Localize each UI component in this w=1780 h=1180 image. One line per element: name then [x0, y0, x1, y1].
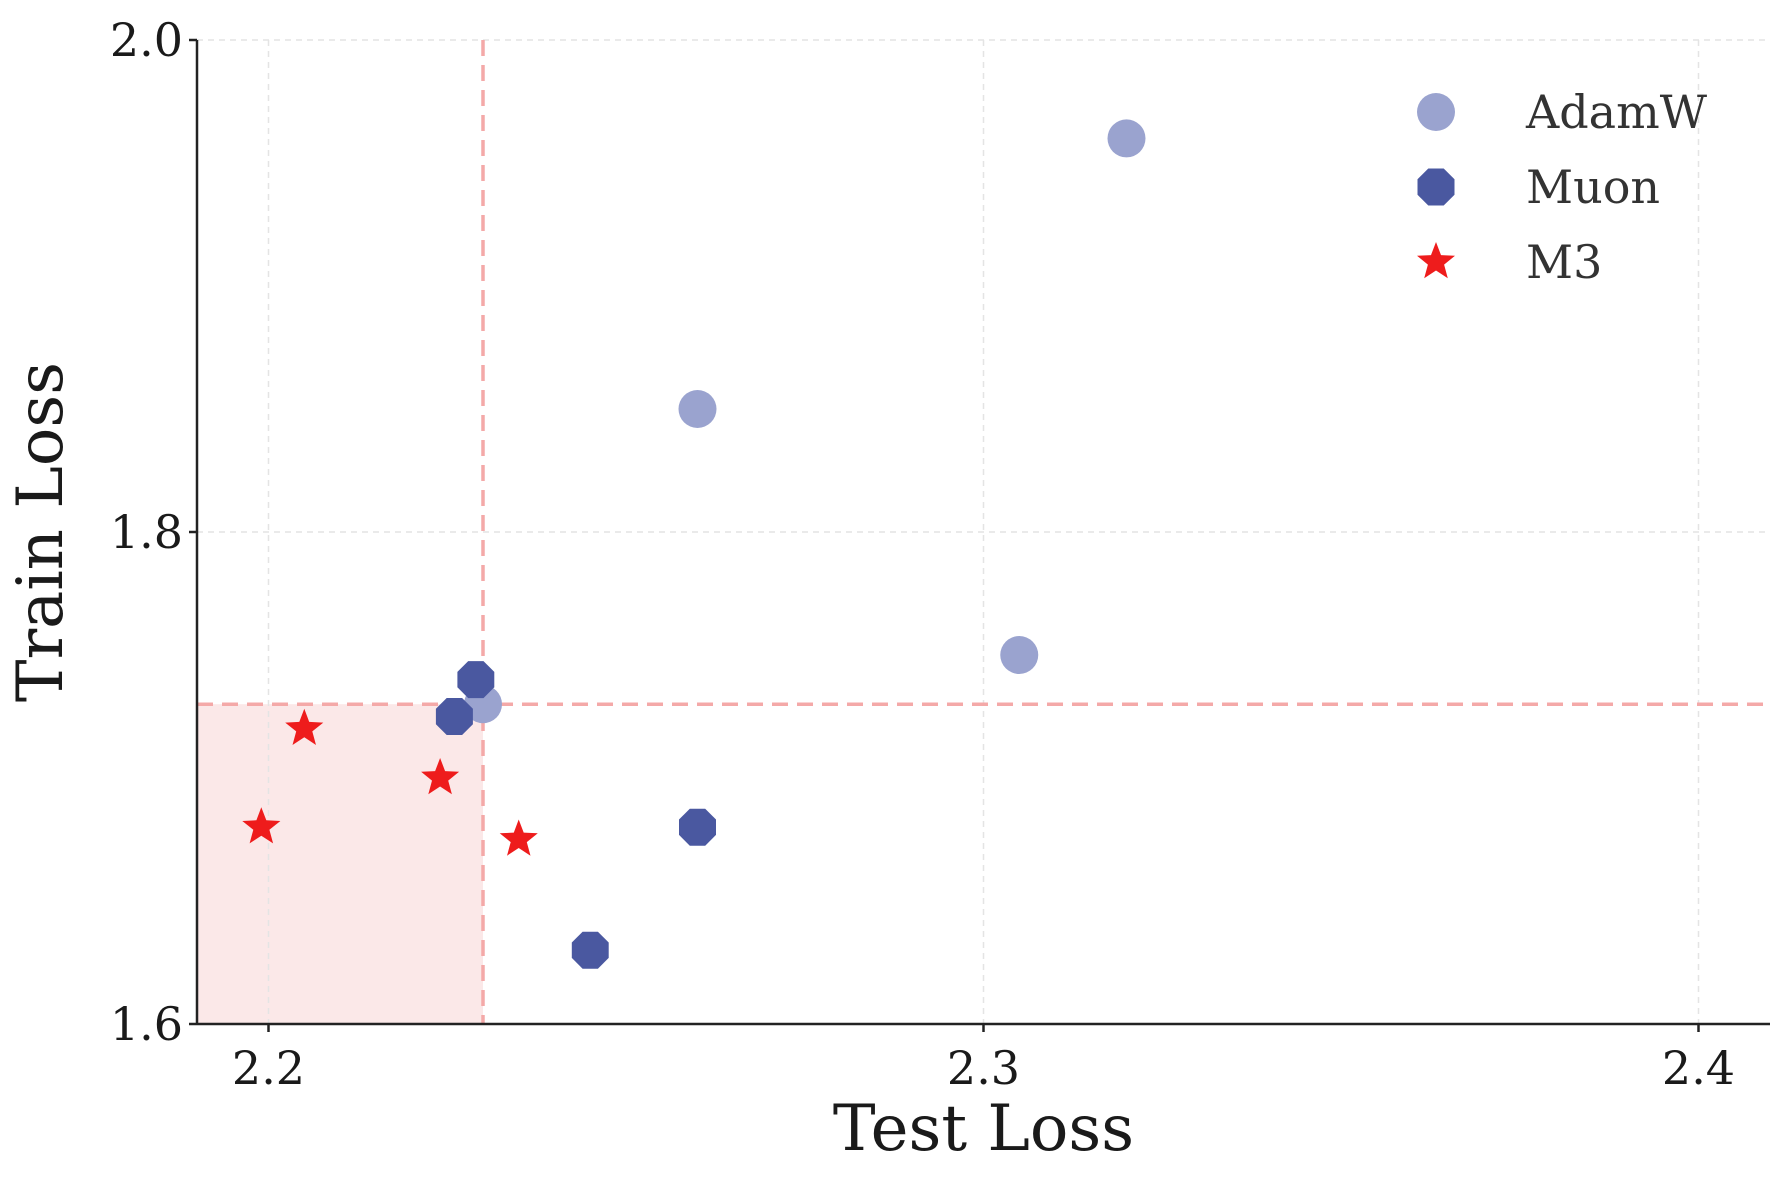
point-adamw [1107, 119, 1146, 158]
point-m3 [285, 708, 324, 745]
highlight-region-layer [197, 704, 483, 1024]
y-tick-label: 1.8 [110, 505, 183, 559]
legend-marker-adamw [1417, 93, 1455, 131]
y-axis-label: Train Loss [4, 362, 78, 702]
legend-marker-m3 [1417, 242, 1455, 279]
x-tick-label: 2.2 [232, 1041, 305, 1095]
legend-label-muon: Muon [1526, 160, 1660, 214]
legend-marker-muon [1417, 168, 1455, 206]
point-muon [679, 808, 716, 846]
axes [189, 38, 1770, 1032]
point-muon [457, 661, 495, 699]
point-m3 [499, 819, 538, 856]
data-points [242, 119, 1146, 969]
point-muon [435, 698, 473, 735]
point-m3 [421, 758, 460, 795]
legend-label-m3: M3 [1526, 235, 1602, 289]
x-axis-label: Test Loss [833, 1092, 1134, 1166]
legend: AdamW Muon M3 [1417, 85, 1708, 289]
y-tick-label: 1.6 [110, 997, 183, 1051]
tick-labels: 2.2 2.3 2.4 1.6 1.8 2.0 [110, 13, 1735, 1095]
y-tick-label: 2.0 [110, 13, 183, 67]
point-adamw [1000, 636, 1039, 674]
legend-label-adamw: AdamW [1525, 85, 1708, 139]
x-tick-label: 2.4 [1662, 1041, 1735, 1095]
point-muon [571, 931, 609, 969]
point-adamw [678, 390, 717, 428]
point-m3 [242, 807, 281, 844]
highlight-region [197, 704, 483, 1024]
x-tick-label: 2.3 [947, 1041, 1020, 1095]
